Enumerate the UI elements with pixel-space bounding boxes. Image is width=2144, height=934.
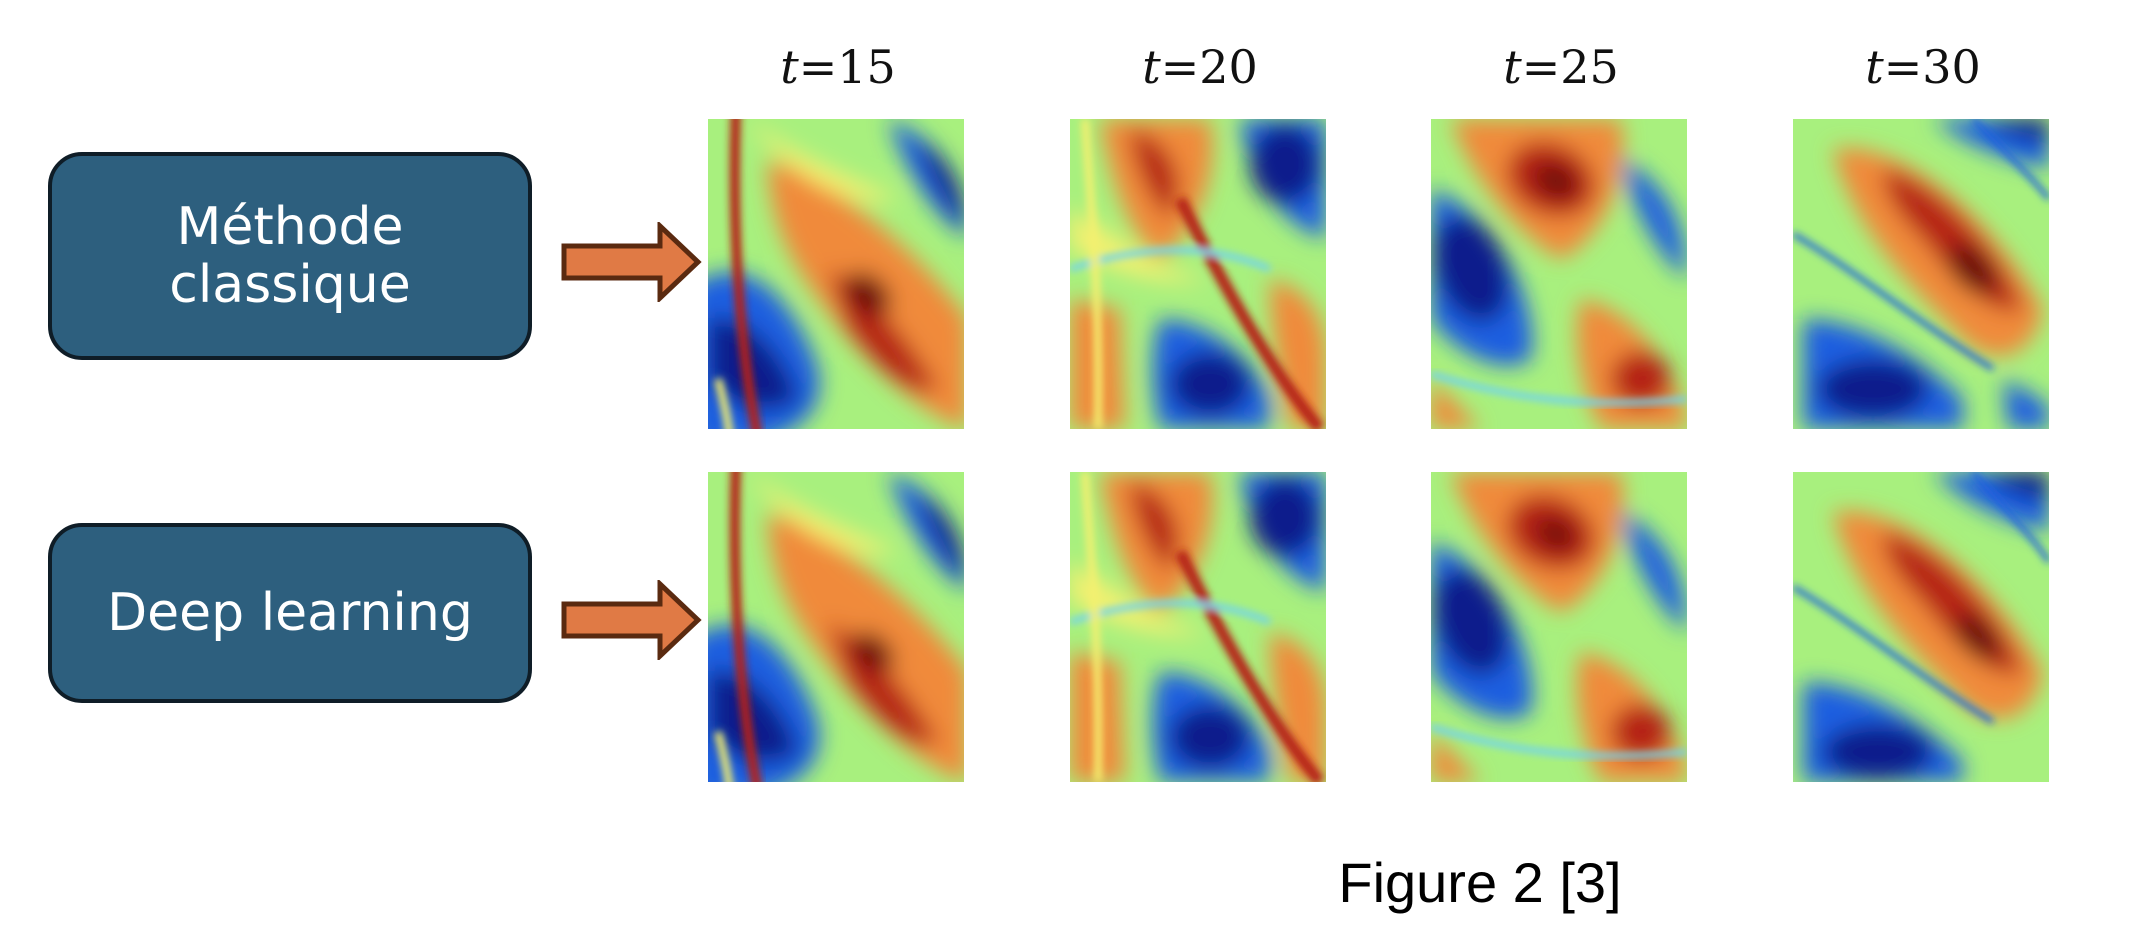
time-value: =30	[1883, 40, 1981, 94]
time-variable: t	[1503, 40, 1522, 94]
row-label-classical-method: Méthode classique	[48, 152, 532, 360]
flow-field-deep-learning-t20	[1070, 472, 1326, 782]
time-label-t30: t=30	[1793, 40, 2053, 94]
time-value: =25	[1521, 40, 1619, 94]
flow-field-classical-t30	[1793, 119, 2049, 429]
time-label-t20: t=20	[1070, 40, 1330, 94]
time-value: =20	[1160, 40, 1258, 94]
figure-caption: Figure 2 [3]	[1338, 851, 1622, 914]
row-label-line: Deep learning	[107, 582, 473, 643]
right-arrow-icon	[561, 222, 702, 302]
time-label-t25: t=25	[1431, 40, 1691, 94]
time-value: =15	[798, 40, 896, 94]
time-variable: t	[780, 40, 799, 94]
time-variable: t	[1142, 40, 1161, 94]
time-variable: t	[1865, 40, 1884, 94]
time-label-t15: t=15	[708, 40, 968, 94]
flow-field-classical-t15	[708, 119, 964, 429]
flow-field-classical-t25	[1431, 119, 1687, 429]
flow-field-deep-learning-t15	[708, 472, 964, 782]
row-label-line: classique	[169, 255, 411, 315]
row-label-deep-learning: Deep learning	[48, 523, 532, 703]
right-arrow-icon	[561, 580, 702, 660]
flow-field-deep-learning-t30	[1793, 472, 2049, 782]
flow-field-classical-t20	[1070, 119, 1326, 429]
flow-field-deep-learning-t25	[1431, 472, 1687, 782]
row-label-line: Méthode	[176, 196, 404, 257]
